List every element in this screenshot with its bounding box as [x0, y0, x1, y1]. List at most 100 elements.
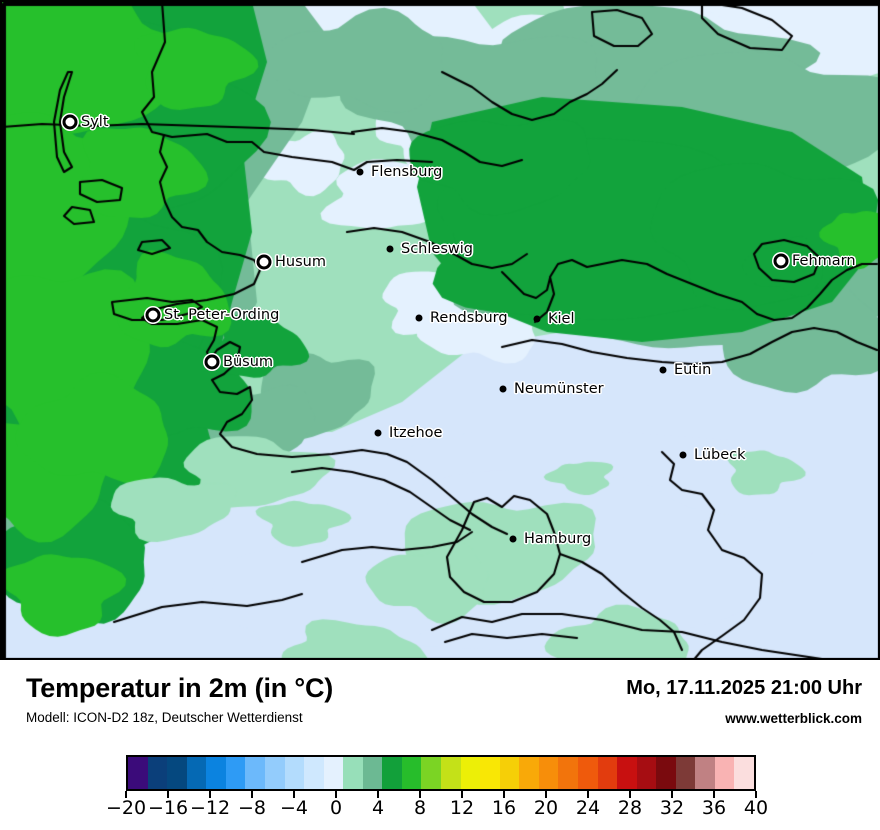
city-label: Rendsburg [430, 310, 508, 326]
colorbar-band-14 [401, 757, 422, 789]
colorbar-band-25 [617, 757, 637, 789]
valid-time: Mo, 17.11.2025 21:00 Uhr [626, 677, 862, 699]
colorbar-tick-label: 12 [449, 797, 475, 819]
city-dot-icon [356, 168, 364, 176]
colorbar-band-31 [734, 757, 754, 789]
colorbar-tick [629, 791, 631, 798]
colorbar-band-15 [421, 757, 441, 789]
colorbar-band-4 [206, 757, 226, 789]
model-subtitle: Modell: ICON-D2 18z, Deutscher Wetterdie… [26, 710, 303, 725]
colorbar-band-26 [636, 757, 657, 789]
colorbar-tick [251, 791, 253, 798]
colorbar-band-13 [382, 757, 402, 789]
colorbar-tick-label: 16 [491, 797, 517, 819]
colorbar-tick-label: 28 [617, 797, 643, 819]
colorbar-tick [335, 791, 337, 798]
map-footer: Temperatur in 2m (in °C) Modell: ICON-D2… [0, 660, 880, 830]
city-label: Flensburg [371, 164, 443, 180]
city-label: Eutin [674, 362, 712, 378]
colorbar-tick-label: −8 [237, 797, 267, 819]
temperature-field-canvas [2, 2, 878, 658]
city-label: Sylt [81, 114, 109, 130]
colorbar-band-19 [499, 757, 520, 789]
city-label: St. Peter-Ording [164, 307, 280, 323]
city-dot-icon [499, 385, 507, 393]
colorbar-band-24 [597, 757, 618, 789]
colorbar-tick [671, 791, 673, 798]
colorbar-ticks [125, 791, 757, 798]
city-label: Hamburg [524, 531, 592, 547]
colorbar-tick-label: −12 [189, 797, 231, 819]
colorbar-tick [167, 791, 169, 798]
colorbar-tick [503, 791, 505, 798]
colorbar-band-2 [167, 757, 187, 789]
colorbar-tick-label: −20 [105, 797, 147, 819]
colorbar-tick-label: 32 [659, 797, 685, 819]
colorbar-band-8 [284, 757, 305, 789]
colorbar-band-29 [695, 757, 715, 789]
city-label: Büsum [223, 354, 274, 370]
colorbar-tick [125, 791, 127, 798]
city-label: Lübeck [694, 447, 746, 463]
colorbar-tick [545, 791, 547, 798]
colorbar-gradient [126, 755, 756, 791]
colorbar-tick-label: 4 [371, 797, 385, 819]
colorbar-band-1 [147, 757, 168, 789]
colorbar-band-30 [714, 757, 735, 789]
colorbar-band-3 [186, 757, 207, 789]
colorbar-tick [587, 791, 589, 798]
colorbar-tick-label: 20 [533, 797, 559, 819]
colorbar-tick [713, 791, 715, 798]
colorbar-band-11 [343, 757, 363, 789]
city-label: Kiel [548, 311, 575, 327]
colorbar-tick [377, 791, 379, 798]
website-label: www.wetterblick.com [725, 711, 862, 726]
colorbar-tick-label: 40 [743, 797, 769, 819]
temperature-map[interactable]: Sylt Flensburg Schleswig Husum Fehmarn Rendsb… [0, 0, 880, 660]
colorbar-band-0 [128, 757, 148, 789]
city-dot-icon [679, 451, 687, 459]
city-dot-icon [256, 254, 272, 270]
city-label: Fehmarn [792, 253, 856, 269]
colorbar-tick [461, 791, 463, 798]
colorbar-band-22 [558, 757, 578, 789]
city-dot-icon [509, 535, 517, 543]
colorbar-band-10 [323, 757, 344, 789]
colorbar-tick-label: 8 [413, 797, 427, 819]
colorbar-tick-label: 24 [575, 797, 601, 819]
colorbar-band-16 [441, 757, 461, 789]
colorbar-tick [209, 791, 211, 798]
city-dot-icon [62, 114, 78, 130]
colorbar-band-12 [362, 757, 383, 789]
city-dot-icon [386, 245, 394, 253]
colorbar-tick-label: −16 [147, 797, 189, 819]
colorbar-band-5 [225, 757, 246, 789]
colorbar-tick [755, 791, 757, 798]
city-dot-icon [145, 307, 161, 323]
colorbar-band-21 [538, 757, 559, 789]
colorbar-band-18 [480, 757, 500, 789]
colorbar-band-20 [519, 757, 539, 789]
city-dot-icon [773, 253, 789, 269]
colorbar-band-27 [656, 757, 676, 789]
city-label: Husum [275, 254, 326, 270]
city-label: Schleswig [401, 241, 473, 257]
page-title: Temperatur in 2m (in °C) [26, 673, 334, 703]
colorbar-tick-label: 0 [329, 797, 343, 819]
colorbar-band-7 [264, 757, 285, 789]
city-dot-icon [415, 314, 423, 322]
colorbar-band-28 [675, 757, 696, 789]
colorbar-band-6 [245, 757, 265, 789]
colorbar-band-17 [460, 757, 481, 789]
city-label: Neumünster [514, 381, 604, 397]
colorbar-tick [293, 791, 295, 798]
colorbar: −20 −16 −12 −8 −4 0 4 8 12 16 20 24 28 32 36 40 [106, 755, 768, 819]
colorbar-tick [419, 791, 421, 798]
city-dot-icon [659, 366, 667, 374]
colorbar-tick-label: 36 [701, 797, 727, 819]
colorbar-tick-label: −4 [279, 797, 309, 819]
colorbar-band-9 [304, 757, 324, 789]
colorbar-band-23 [577, 757, 598, 789]
colorbar-tick-labels: −20 −16 −12 −8 −4 0 4 8 12 16 20 24 28 32 36 40 [86, 797, 796, 823]
